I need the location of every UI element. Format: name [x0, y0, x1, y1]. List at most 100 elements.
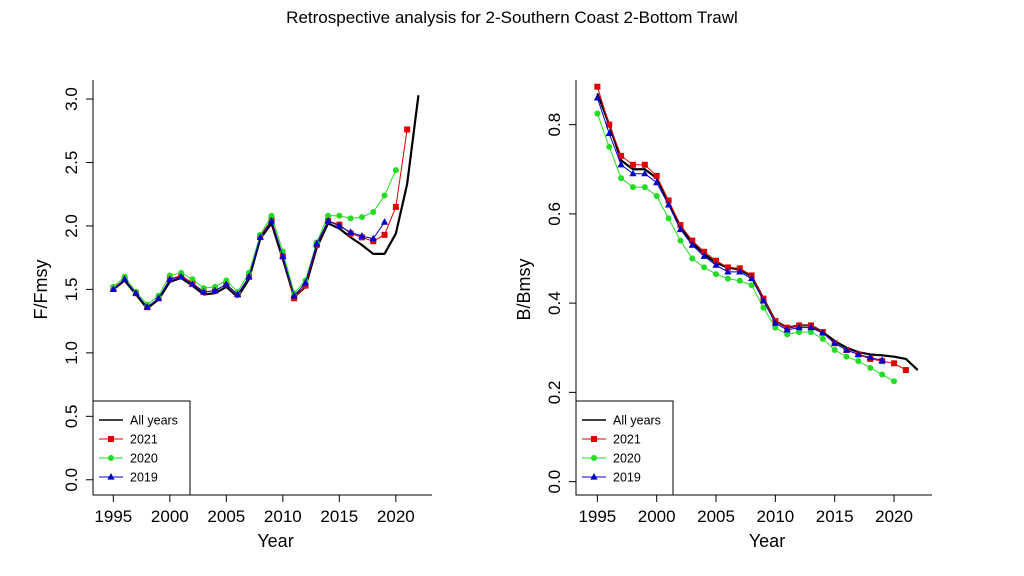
point-triangle [369, 234, 377, 242]
point-triangle [700, 252, 708, 259]
point-circle [641, 184, 648, 191]
point-triangle [676, 225, 685, 233]
point-triangle [629, 169, 637, 177]
y-axis-label: F/Fmsy [31, 260, 51, 320]
point-triangle [154, 294, 163, 301]
point-circle [606, 143, 613, 150]
x-tick-label: 2015 [320, 507, 358, 526]
point-triangle [234, 290, 242, 298]
x-tick-label: 2010 [264, 507, 302, 526]
point-triangle [109, 285, 117, 293]
point-square [606, 121, 613, 128]
point-triangle [759, 296, 768, 304]
x-axis-label: Year [257, 531, 293, 551]
point-triangle [653, 178, 661, 186]
point-circle [819, 335, 826, 342]
x-tick-label: 2020 [377, 507, 415, 526]
point-triangle [290, 291, 298, 299]
x-tick-label: 2015 [816, 507, 854, 526]
legend-label: 2020 [130, 452, 158, 466]
point-circle [713, 271, 720, 278]
point-triangle [593, 93, 601, 101]
point-square [392, 203, 399, 210]
point-triangle [724, 267, 732, 275]
point-triangle [878, 356, 886, 363]
point-square [724, 264, 731, 271]
point-circle [392, 167, 399, 174]
point-triangle [335, 221, 343, 229]
point-circle [268, 212, 275, 219]
point-circle [325, 212, 332, 219]
point-square [713, 257, 720, 264]
legend-label: 2019 [613, 471, 641, 485]
y-tick-label: 3.0 [62, 87, 81, 111]
point-triangle [712, 261, 720, 268]
point-circle [796, 329, 803, 336]
point-square [665, 197, 672, 204]
point-triangle [795, 323, 803, 331]
point-triangle [267, 216, 276, 224]
point-square [677, 222, 684, 229]
series-line-0 [596, 92, 919, 371]
chart-title: Retrospective analysis for 2-Southern Co… [286, 8, 738, 27]
x-axis-label: Year [749, 531, 785, 551]
legend-marker [108, 455, 114, 461]
series-line-1 [596, 86, 907, 371]
point-triangle [188, 280, 197, 287]
x-tick-label: 2005 [207, 507, 245, 526]
point-triangle [143, 303, 151, 310]
point-circle [370, 208, 377, 215]
point-triangle [132, 289, 140, 296]
point-triangle [121, 275, 129, 282]
point-circle [736, 277, 743, 284]
y-tick-label: 1.5 [62, 278, 81, 302]
point-triangle [301, 279, 310, 286]
point-triangle [279, 252, 287, 260]
legend-marker [591, 436, 597, 442]
y-tick-label: 0.0 [545, 470, 564, 494]
point-circle [891, 378, 898, 385]
point-triangle [358, 232, 366, 239]
point-circle [189, 276, 196, 283]
point-circle [701, 264, 708, 271]
point-circle [831, 346, 838, 353]
y-tick-label: 1.0 [62, 341, 81, 365]
legend-label: All years [130, 414, 178, 428]
point-triangle [256, 233, 264, 240]
point-square [594, 83, 601, 90]
y-tick-label: 0.8 [545, 113, 564, 137]
point-triangle [211, 286, 219, 294]
point-triangle [688, 241, 696, 248]
point-circle [665, 215, 672, 222]
point-triangle [866, 353, 874, 361]
legend-marker [108, 436, 114, 442]
point-circle [618, 175, 625, 182]
point-circle [629, 184, 636, 191]
legend-label: 2020 [613, 452, 641, 466]
y-tick-label: 0.5 [62, 404, 81, 428]
point-circle [381, 192, 388, 199]
point-triangle [177, 272, 185, 280]
point-circle [807, 329, 814, 336]
x-tick-label: 2010 [756, 507, 794, 526]
panel-f-fmsy: 1995 2000 2005 2010 2015 2020 0.0 0.5 1.0 1.5 2.0 2… [31, 80, 432, 551]
point-square [381, 231, 388, 238]
y-axis-label: B/Bmsy [514, 258, 534, 320]
point-triangle [641, 169, 649, 177]
point-triangle [771, 319, 779, 326]
y-tick-label: 2.0 [62, 214, 81, 238]
point-circle [784, 331, 791, 338]
series-line-3 [113, 220, 385, 308]
point-square [891, 360, 898, 367]
point-square [902, 367, 909, 374]
point-square [641, 161, 648, 168]
point-triangle [245, 272, 253, 280]
point-square [629, 161, 636, 168]
point-triangle [736, 267, 744, 275]
legend-label: 2021 [613, 433, 641, 447]
legend-label: 2021 [130, 433, 158, 447]
point-circle [653, 193, 660, 200]
point-triangle [605, 129, 613, 137]
x-tick-label: 1995 [94, 507, 132, 526]
